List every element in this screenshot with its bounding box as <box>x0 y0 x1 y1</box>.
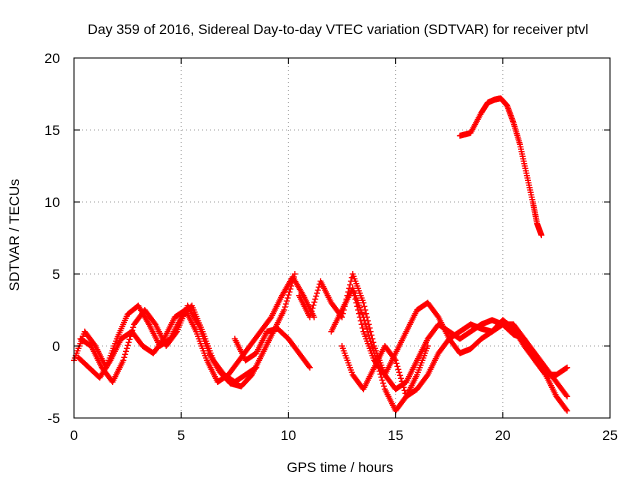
data-point <box>309 305 316 312</box>
data-point <box>352 296 359 303</box>
data-point <box>398 378 405 385</box>
data-point <box>363 310 370 317</box>
x-tick-label: 10 <box>281 427 297 443</box>
data-point <box>350 289 357 295</box>
x-tick-label: 20 <box>495 427 511 443</box>
data-point <box>380 380 387 387</box>
data-point <box>400 384 407 391</box>
data-point <box>399 381 406 388</box>
data-point <box>391 356 398 363</box>
data-point <box>285 292 292 298</box>
data-point <box>424 343 431 349</box>
plot-frame <box>73 57 611 419</box>
x-tick-label: 5 <box>177 427 185 443</box>
data-point <box>361 303 368 310</box>
data-point <box>365 332 372 339</box>
data-point <box>564 407 571 414</box>
data-point <box>357 317 364 324</box>
x-tick-label: 25 <box>602 427 618 443</box>
y-tick-label: 10 <box>44 194 60 210</box>
axis-ticks: 0 5 10 15 20 25 -5 0 5 10 15 20 <box>44 50 618 443</box>
series-arc-5 <box>296 271 571 400</box>
data-point <box>353 299 360 306</box>
data-point <box>379 377 386 384</box>
series-arc-9 <box>456 95 545 239</box>
data-point <box>538 232 545 239</box>
data-point <box>362 320 369 327</box>
data-point <box>173 329 180 336</box>
data-point <box>282 301 289 307</box>
data-point <box>366 325 373 331</box>
data-point <box>310 302 317 309</box>
data-point <box>281 307 288 313</box>
y-axis-label: SDTVAR / TECUs <box>6 179 22 291</box>
data-point <box>369 344 376 351</box>
x-axis-label: GPS time / hours <box>287 459 394 475</box>
data-point <box>364 326 371 333</box>
data-point <box>563 392 570 399</box>
x-tick-label: 15 <box>388 427 404 443</box>
data-point <box>130 324 137 331</box>
data-point <box>380 383 387 390</box>
data-point <box>283 298 290 304</box>
data-point <box>564 364 571 371</box>
x-tick-label: 0 <box>70 427 78 443</box>
data-point <box>122 351 129 358</box>
data-point <box>397 372 404 379</box>
data-point <box>286 289 293 295</box>
data-point <box>126 336 133 343</box>
y-tick-label: 5 <box>52 266 60 282</box>
y-tick-label: 0 <box>52 338 60 354</box>
data-point <box>355 310 362 317</box>
data-point <box>313 293 320 300</box>
data-point <box>347 281 354 288</box>
data-point <box>351 292 358 299</box>
series-arc-2 <box>77 271 298 390</box>
data-point <box>397 375 404 382</box>
data-point <box>282 304 289 310</box>
data-point <box>307 311 314 318</box>
data-point <box>393 360 400 367</box>
data-point <box>306 314 313 321</box>
data-point <box>284 295 291 301</box>
data-point <box>123 345 130 352</box>
data-point <box>360 299 367 306</box>
data-point <box>392 357 399 364</box>
data-point <box>349 285 356 292</box>
data-points <box>71 95 571 414</box>
data-point <box>122 348 129 355</box>
y-tick-label: -5 <box>48 410 61 426</box>
data-point <box>355 307 362 313</box>
data-point <box>311 299 318 306</box>
data-point <box>306 364 313 371</box>
data-point <box>125 339 132 346</box>
data-point <box>563 406 570 413</box>
data-point <box>308 308 315 315</box>
data-point <box>313 290 320 297</box>
data-point <box>354 303 361 310</box>
data-point <box>564 393 571 400</box>
data-point <box>312 296 319 303</box>
series-arc-8 <box>339 343 431 400</box>
data-point <box>395 366 402 373</box>
series-arc-4 <box>231 325 313 371</box>
chart-title: Day 359 of 2016, Sidereal Day-to-day VTE… <box>88 21 589 37</box>
data-point <box>394 363 401 370</box>
y-tick-label: 20 <box>44 50 60 66</box>
data-point <box>124 342 131 349</box>
data-point <box>120 357 127 364</box>
data-point <box>378 374 385 381</box>
grid-lines <box>74 58 610 418</box>
data-point <box>314 287 321 294</box>
data-point <box>305 363 312 370</box>
data-point <box>396 369 403 376</box>
y-tick-label: 15 <box>44 122 60 138</box>
data-point <box>363 323 370 330</box>
data-point <box>358 321 365 328</box>
data-point <box>359 325 366 331</box>
data-point <box>356 314 363 321</box>
data-point <box>121 354 128 361</box>
series-arc-7 <box>349 285 571 378</box>
